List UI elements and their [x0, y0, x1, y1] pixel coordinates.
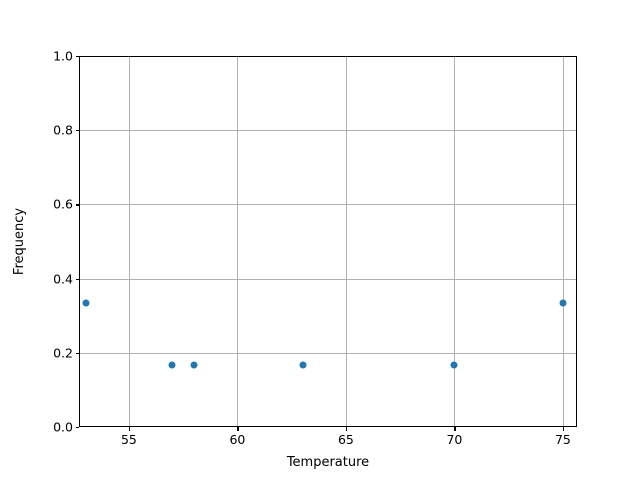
gridline-vertical: [237, 56, 239, 427]
y-axis-tick: [75, 352, 79, 354]
y-axis-tick: [75, 427, 79, 429]
gridline-horizontal: [79, 278, 577, 280]
gridline-vertical: [454, 56, 456, 427]
x-axis-label: Temperature: [79, 455, 577, 470]
axis-spine-top: [79, 56, 577, 58]
gridline-horizontal: [79, 130, 577, 132]
y-axis-label-text: Frequency: [12, 207, 28, 276]
gridline-vertical: [562, 56, 564, 427]
y-axis-tick: [75, 278, 79, 280]
x-axis-tick: [128, 427, 131, 431]
x-axis-tick: [562, 427, 565, 431]
y-tick-labels: 0.0 0.2 0.4 0.6 0.8 1.0: [53, 49, 577, 435]
x-tick-label: 60: [229, 432, 246, 447]
x-tick-label: 55: [120, 432, 137, 447]
y-axis-tick: [75, 204, 79, 206]
y-tick-label: 0.4: [53, 271, 73, 287]
x-axis-tick: [454, 427, 456, 431]
scatter-point: [559, 299, 567, 307]
y-tick-label: 0.2: [53, 345, 73, 361]
y-axis-label: Frequency: [0, 56, 40, 427]
scatter-point: [450, 361, 458, 369]
y-tick-label: 1.0: [53, 48, 73, 64]
y-tick-label: 0.6: [53, 196, 73, 212]
gridline-vertical: [345, 56, 347, 427]
y-axis-tick: [75, 130, 79, 132]
x-axis-label-text: Temperature: [286, 455, 370, 470]
gridline-horizontal: [79, 352, 577, 354]
axis-spine-right: [575, 56, 577, 427]
axis-spine-left: [79, 56, 81, 427]
x-tick-label: 65: [337, 432, 354, 447]
y-tick-label: 0.0: [53, 419, 73, 435]
x-tick-label: 75: [554, 432, 571, 447]
scatter-point: [190, 361, 198, 369]
axis-spine-bottom: [79, 425, 577, 427]
scatter-point: [82, 299, 89, 307]
x-tick-label: 70: [446, 432, 463, 447]
y-tick-label: 0.8: [53, 122, 73, 138]
x-tick-labels: 55 60 65 70 75: [79, 56, 577, 447]
scatter-point: [168, 361, 176, 369]
x-axis-tick: [237, 427, 239, 431]
gridline-horizontal: [79, 204, 577, 206]
plot-axes: 0.0 0.2 0.4 0.6 0.8 1.0 55 60 65 70 75: [53, 49, 577, 447]
x-axis-tick: [345, 427, 348, 431]
y-axis-tick: [75, 56, 79, 58]
scatter-point: [299, 361, 306, 369]
gridline-vertical: [128, 56, 130, 427]
